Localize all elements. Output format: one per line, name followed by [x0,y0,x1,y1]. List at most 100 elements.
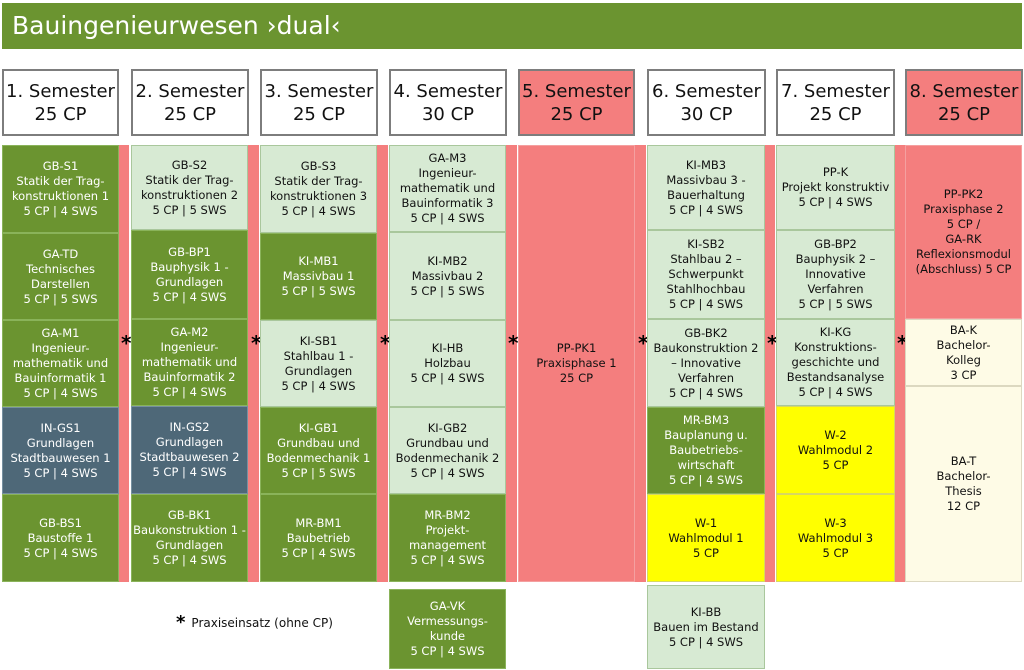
module-line: Bauinformatik 1 [14,371,107,385]
module-box: GB-BP1 Bauphysik 1 - Grundlagen 5 CP | 4 SW… [131,230,248,319]
module-line: Bestandsanalyse [786,370,885,384]
module-line: KI-MB1 [298,254,339,268]
module-line: konstruktionen 3 [269,189,368,203]
module-box: MR-BM1 Baubetrieb 5 CP | 4 SWS [260,494,377,582]
module-line: KI-SB2 [687,237,725,251]
praxis-bar [118,145,129,582]
semester-header-6: 6. Semester 30 CP [647,69,766,136]
module-line: Grundlagen [155,538,224,552]
module-line: 5 CP | 4 SWS [668,473,744,487]
module-line: 5 CP | 4 SWS [152,289,227,304]
module-line: W-2 [824,427,847,442]
module-box: GA-M1 Ingenieur-mathematik und Bauinformat… [2,320,119,407]
module-line: 5 CP | 5 SWS [23,291,98,306]
module-line: Stahlbau 1 - [283,348,354,363]
module-line: Bauplanung u. [664,428,748,442]
module-line: PP-PK2 [943,187,984,201]
semester-cp: 25 CP [163,103,217,125]
module-line: 5 CP | 4 SWS [668,385,744,400]
semester-label: 4. Semester [393,80,503,102]
module-line: 5 CP | 4 SWS [281,545,356,560]
module-line: Bauen im Bestand [653,619,759,634]
module-line: Bodenmechanik 1 [266,450,371,465]
praxis-star: * [121,331,132,355]
module-line: management [408,538,487,552]
module-line: Baustoffe 1 [27,530,94,545]
module-box: KI-KG Konstruktions-geschichte und Bestand… [776,319,895,406]
semester-cp: 25 CP [937,103,991,125]
module-line: Vermessungs- [407,614,488,628]
semester-label: 5. Semester [522,80,631,102]
praxis-bar [894,145,905,582]
module-line: 5 CP | 4 SWS [152,385,227,399]
module-line: 5 CP | 4 SWS [23,545,98,560]
praxis-bar [248,145,259,582]
module-line: W-1 [694,515,718,530]
module-line: konstruktionen 2 [140,187,239,202]
module-box: GB-BP2 Bauphysik 2 – Innovative Verfahren 5 … [776,230,895,319]
module-line: Ingenieur- [418,166,477,180]
module-line: GA-VK [429,599,466,613]
module-line: 5 CP | 5 SWS [410,283,485,298]
module-line: BA-K [949,322,978,337]
module-box: GA-M3 Ingenieur-mathematik und Bauinformat… [389,145,506,232]
module-line: KI-KG [819,325,852,339]
module-line: Wahlmodul 1 [668,530,744,545]
module-box: GA-M2 Ingenieur-mathematik und Bauinformat… [131,319,248,406]
module-line: GA-TD [42,246,79,261]
module-line: Stadtbauwesen 1 [10,450,111,465]
module-line: PP-K [822,165,849,179]
module-line: 5 CP | 4 SWS [152,465,227,479]
module-line: Praxisphase 1 [536,356,617,370]
module-line: Baubetriebs- [669,443,743,457]
module-line: GB-BP2 [814,237,857,251]
module-line: Wahlmodul 3 [797,530,874,545]
module-line: IN-GS2 [169,420,210,434]
module-line: Reflexionsmodul [915,247,1011,261]
module-line: Konstruktions- [794,340,877,354]
module-line: Verfahren [677,370,734,385]
module-line: Statik der Trag- [16,174,105,188]
module-line: mathematik und [141,355,238,369]
module-line: 5 CP | 4 SWS [152,553,227,567]
semester-cp: 25 CP [809,103,862,125]
module-line: GB-BP1 [168,244,211,259]
semester-label: 8. Semester [909,80,1019,102]
module-line: Baukonstruktion 1 - [133,523,246,537]
module-line: GA-M1 [41,326,80,340]
module-line: konstruktionen 1 [11,189,110,203]
praxis-bar [764,145,775,582]
module-box: MR-BM3 Bauplanung u. Baubetriebs-wirtschaf… [647,407,765,494]
module-box: KI-MB3 Massivbau 3 - Bauerhaltung 5 CP | 4 … [647,145,765,230]
module-line: GB-S3 [300,159,337,173]
module-line: Massivbau 1 [282,269,355,283]
module-line: 5 CP [822,545,849,560]
module-line: Bachelor- [936,337,991,352]
module-line: 3 CP [950,367,977,382]
module-box: GB-BK2 Baukonstruktion 2– Innovative Verfa… [647,319,765,407]
module-line: mathematik und [399,181,496,195]
semester-header-2: 2. Semester 25 CP [131,69,249,136]
module-line: Verfahren [807,282,864,296]
module-box: KI-SB2 Stahlbau 2 – Schwerpunkt Stahlhochba… [647,230,765,319]
module-line: 5 CP | 4 SWS [798,195,873,209]
praxis-star: * [767,331,778,355]
semester-header-1: 1. Semester 25 CP [2,69,119,136]
module-box: BA-T Bachelor- Thesis 12 CP [905,386,1022,582]
module-line: Massivbau 2 [411,268,484,283]
module-line: geschichte und [791,355,880,369]
module-box: KI-SB1 Stahlbau 1 - Grundlagen 5 CP | 4 SWS [260,320,377,407]
praxis-bar [377,145,388,582]
module-line: Statik der Trag- [274,174,363,188]
module-line: 5 CP | 4 SWS [668,202,744,217]
module-box: PP-PK1 Praxisphase 1 25 CP [518,145,635,582]
praxis-star: * [638,331,649,355]
module-line: Praxisphase 2 [923,202,1004,216]
module-line: 5 CP | 4 SWS [23,465,98,480]
legend: * Praxiseinsatz (ohne CP) [176,612,333,633]
module-line: (Abschluss) 5 CP [915,262,1012,276]
